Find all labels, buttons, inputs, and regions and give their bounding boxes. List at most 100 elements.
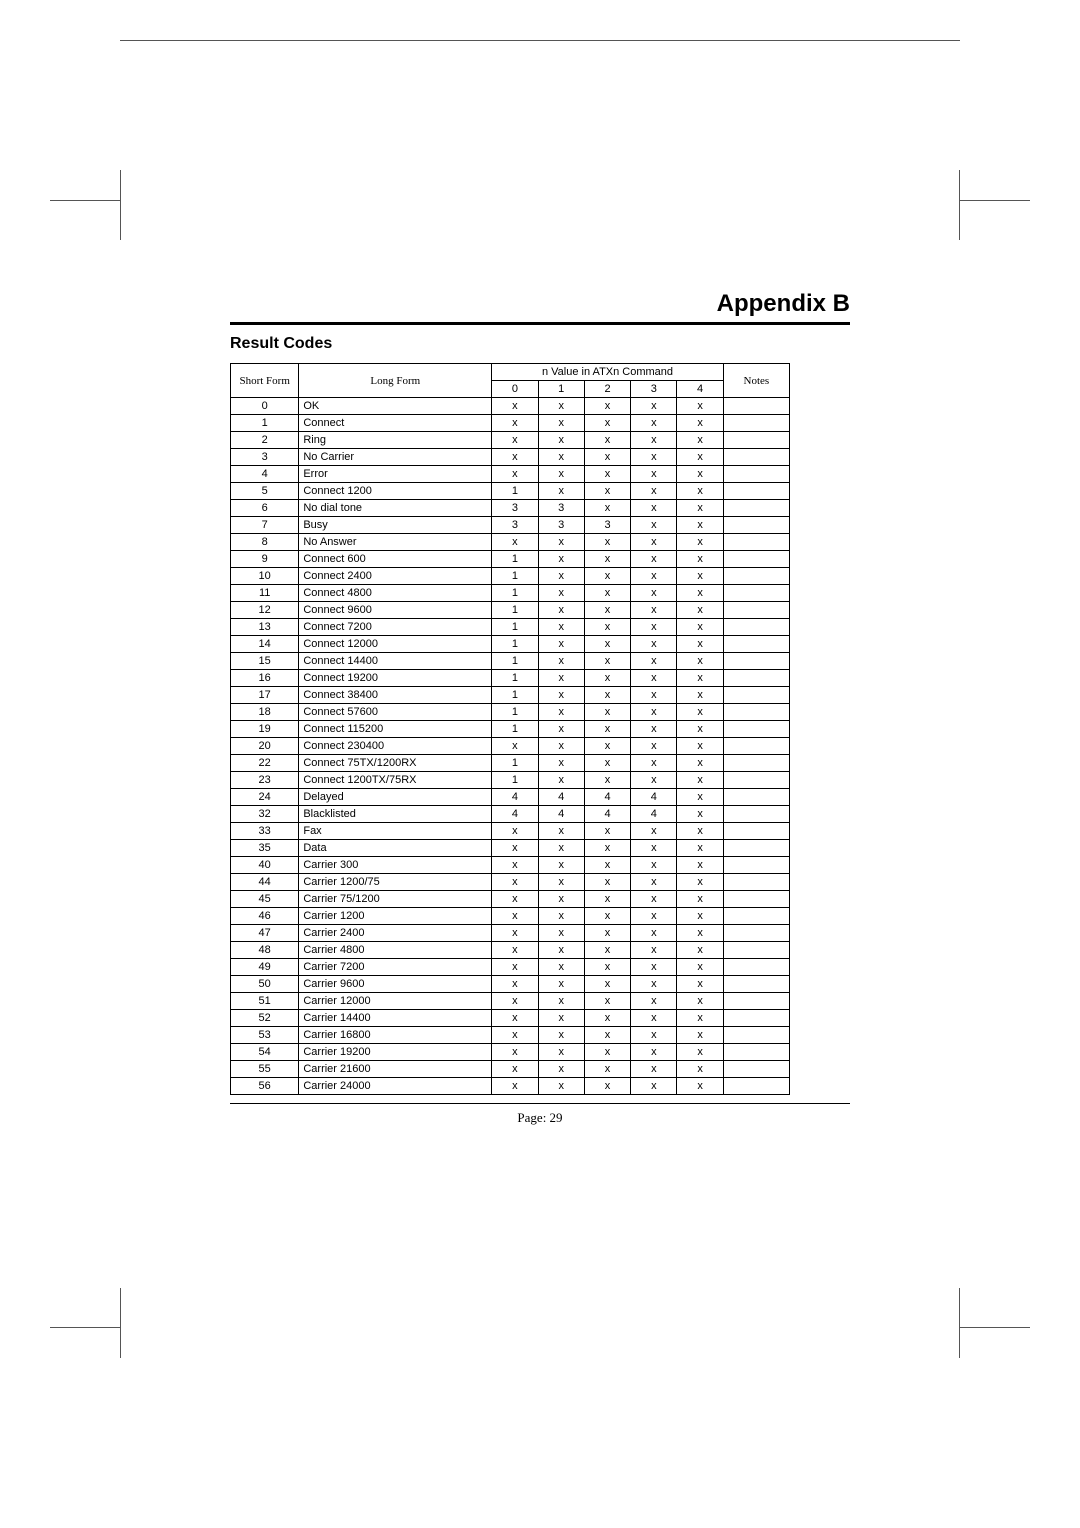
appendix-title: Appendix B — [230, 290, 850, 325]
cell-n1: 4 — [538, 789, 584, 806]
cell-n0: 4 — [492, 806, 538, 823]
cell-n4: x — [677, 449, 723, 466]
cell-n1: x — [538, 959, 584, 976]
cell-n2: 4 — [584, 806, 630, 823]
table-row: 18Connect 576001xxxx — [231, 704, 790, 721]
cell-n1: x — [538, 704, 584, 721]
table-row: 44Carrier 1200/75xxxxx — [231, 874, 790, 891]
cell-short-form: 7 — [231, 517, 299, 534]
cell-short-form: 48 — [231, 942, 299, 959]
cell-n3: x — [631, 874, 677, 891]
cell-n0: 1 — [492, 551, 538, 568]
cell-n1: 3 — [538, 517, 584, 534]
cell-n1: x — [538, 738, 584, 755]
table-row: 5Connect 12001xxxx — [231, 483, 790, 500]
cell-short-form: 12 — [231, 602, 299, 619]
cell-n3: x — [631, 925, 677, 942]
table-row: 46Carrier 1200xxxxx — [231, 908, 790, 925]
cell-notes — [723, 1010, 789, 1027]
cell-n0: 1 — [492, 619, 538, 636]
cell-short-form: 53 — [231, 1027, 299, 1044]
page-content: Appendix B Result Codes Short Form Long … — [230, 290, 850, 1126]
cell-n0: 1 — [492, 670, 538, 687]
cell-n4: x — [677, 415, 723, 432]
cell-n0: x — [492, 466, 538, 483]
cell-notes — [723, 857, 789, 874]
cell-short-form: 55 — [231, 1061, 299, 1078]
cell-n2: x — [584, 500, 630, 517]
cell-n3: x — [631, 483, 677, 500]
cell-n2: x — [584, 959, 630, 976]
cell-n2: x — [584, 619, 630, 636]
cell-n3: x — [631, 636, 677, 653]
cell-n0: x — [492, 823, 538, 840]
cell-n4: x — [677, 602, 723, 619]
cell-n0: x — [492, 1027, 538, 1044]
cell-notes — [723, 670, 789, 687]
cell-long-form: Connect 4800 — [299, 585, 492, 602]
cell-short-form: 54 — [231, 1044, 299, 1061]
cell-n1: x — [538, 653, 584, 670]
cell-n4: x — [677, 1010, 723, 1027]
cell-n0: x — [492, 398, 538, 415]
cell-n3: x — [631, 568, 677, 585]
cell-n0: x — [492, 942, 538, 959]
cell-long-form: Connect 115200 — [299, 721, 492, 738]
cell-n0: 1 — [492, 602, 538, 619]
cell-n0: x — [492, 840, 538, 857]
cell-notes — [723, 534, 789, 551]
cell-long-form: Connect 230400 — [299, 738, 492, 755]
cell-notes — [723, 602, 789, 619]
cell-n0: 1 — [492, 585, 538, 602]
cell-short-form: 16 — [231, 670, 299, 687]
cell-n0: 1 — [492, 568, 538, 585]
cell-short-form: 49 — [231, 959, 299, 976]
cell-n4: x — [677, 619, 723, 636]
cell-n1: x — [538, 534, 584, 551]
cell-long-form: Blacklisted — [299, 806, 492, 823]
cell-short-form: 9 — [231, 551, 299, 568]
cell-n0: 4 — [492, 789, 538, 806]
table-row: 2Ringxxxxx — [231, 432, 790, 449]
cell-n1: x — [538, 857, 584, 874]
cell-n4: x — [677, 1044, 723, 1061]
cell-n4: x — [677, 857, 723, 874]
cell-n4: x — [677, 925, 723, 942]
cell-long-form: Delayed — [299, 789, 492, 806]
cell-notes — [723, 738, 789, 755]
cell-short-form: 1 — [231, 415, 299, 432]
cell-n4: x — [677, 874, 723, 891]
table-row: 4Errorxxxxx — [231, 466, 790, 483]
cell-n1: 4 — [538, 806, 584, 823]
cell-n4: x — [677, 721, 723, 738]
cell-short-form: 52 — [231, 1010, 299, 1027]
cell-n0: 1 — [492, 636, 538, 653]
cell-n1: x — [538, 687, 584, 704]
cell-long-form: Carrier 4800 — [299, 942, 492, 959]
cell-n2: x — [584, 568, 630, 585]
cell-n2: x — [584, 551, 630, 568]
cell-short-form: 3 — [231, 449, 299, 466]
cell-n1: x — [538, 976, 584, 993]
cell-n4: x — [677, 738, 723, 755]
cell-long-form: Carrier 300 — [299, 857, 492, 874]
table-row: 33Faxxxxxx — [231, 823, 790, 840]
col-header-n0: 0 — [492, 381, 538, 398]
cell-n0: x — [492, 1044, 538, 1061]
cell-n2: x — [584, 687, 630, 704]
table-row: 24Delayed4444x — [231, 789, 790, 806]
table-row: 51Carrier 12000xxxxx — [231, 993, 790, 1010]
cell-long-form: Ring — [299, 432, 492, 449]
table-row: 49Carrier 7200xxxxx — [231, 959, 790, 976]
cell-n4: x — [677, 568, 723, 585]
cell-n1: 3 — [538, 500, 584, 517]
cell-n0: 1 — [492, 483, 538, 500]
cell-n0: 3 — [492, 500, 538, 517]
cell-n0: x — [492, 976, 538, 993]
table-row: 23Connect 1200TX/75RX1xxxx — [231, 772, 790, 789]
cell-n2: x — [584, 670, 630, 687]
cell-n1: x — [538, 449, 584, 466]
cell-n2: x — [584, 1027, 630, 1044]
cell-notes — [723, 891, 789, 908]
col-header-long-form: Long Form — [299, 364, 492, 398]
